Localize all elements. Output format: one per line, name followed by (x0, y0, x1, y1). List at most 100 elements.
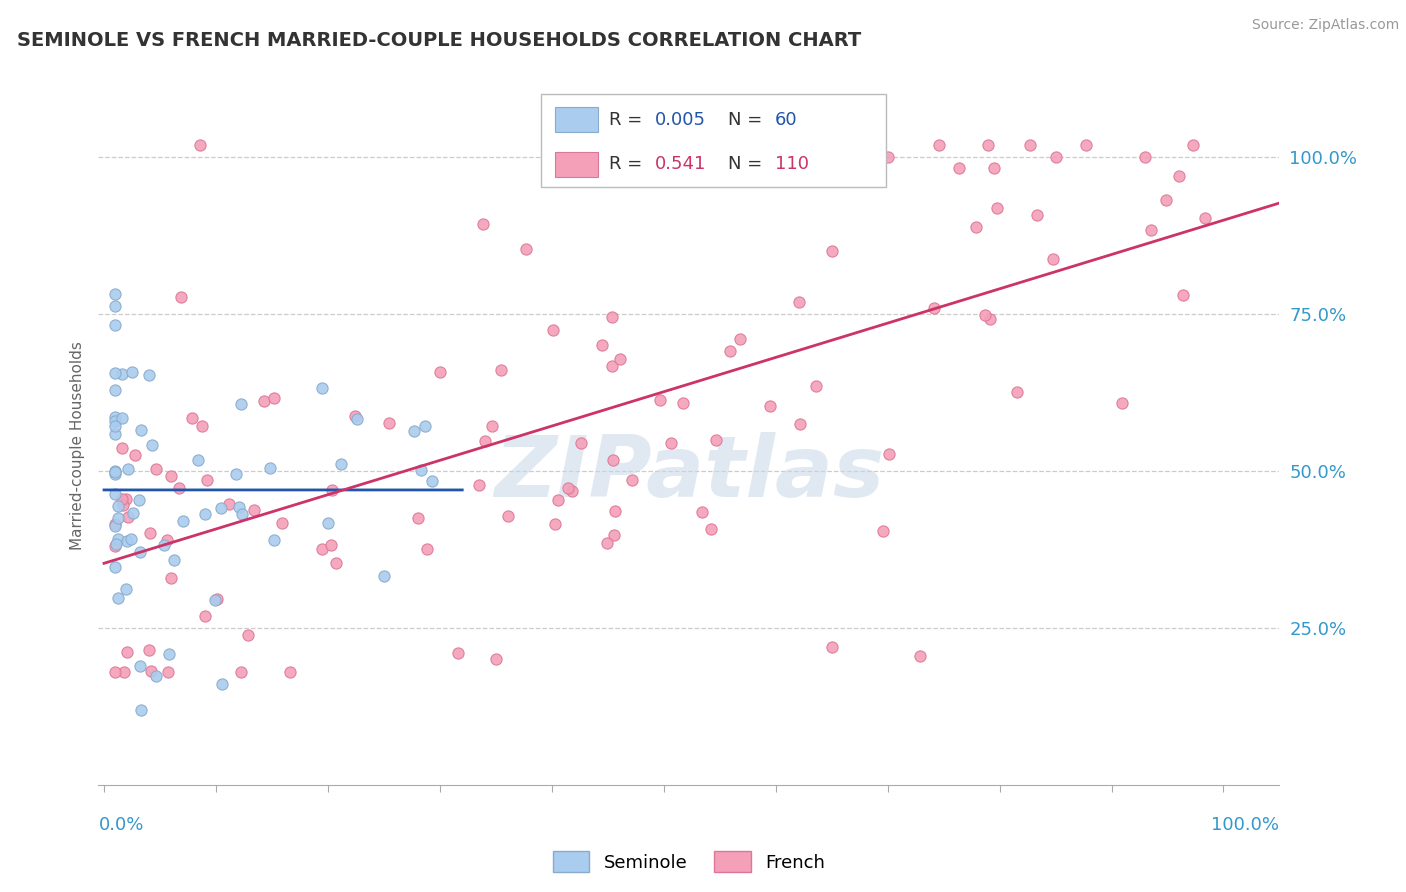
Point (648, 393, 671, 408)
Point (111, 492, 134, 507)
Point (104, 409, 127, 424)
Point (104, 486, 127, 500)
Point (194, 507, 217, 521)
Point (225, 467, 247, 481)
Point (112, 665, 135, 679)
Point (122, 506, 145, 520)
Point (759, 399, 782, 413)
Point (481, 418, 503, 433)
Point (1042, 252, 1064, 266)
Point (121, 366, 143, 380)
Point (974, 309, 997, 323)
Point (115, 534, 138, 549)
Point (928, 137, 950, 152)
Text: R =: R = (609, 155, 648, 173)
Point (602, 452, 624, 467)
Point (117, 510, 139, 524)
Point (104, 366, 127, 380)
Point (107, 511, 129, 525)
Text: 110: 110 (775, 155, 808, 173)
Point (910, 648, 932, 663)
Point (485, 652, 508, 666)
Point (413, 419, 436, 434)
Point (569, 436, 592, 450)
Point (378, 416, 401, 430)
Point (789, 417, 811, 431)
Point (321, 483, 343, 498)
Point (120, 532, 142, 546)
Point (979, 311, 1001, 326)
Point (468, 478, 491, 492)
Point (983, 161, 1005, 175)
Point (104, 537, 127, 551)
Point (115, 645, 138, 659)
Point (115, 582, 138, 597)
Point (700, 522, 723, 536)
Point (692, 506, 714, 520)
Point (104, 665, 127, 679)
Point (596, 536, 619, 550)
Point (153, 538, 176, 552)
Point (704, 433, 727, 447)
Point (107, 500, 129, 514)
Point (218, 497, 240, 511)
Point (821, 640, 844, 654)
Point (986, 201, 1008, 215)
Point (373, 569, 395, 583)
Point (1194, 211, 1216, 226)
Point (614, 171, 637, 186)
Point (402, 424, 425, 438)
Point (561, 483, 583, 498)
Y-axis label: Married-couple Households: Married-couple Households (69, 342, 84, 550)
Point (603, 504, 626, 518)
Point (1156, 193, 1178, 207)
Point (491, 363, 513, 377)
Point (672, 396, 695, 410)
Point (1173, 287, 1195, 301)
Point (195, 473, 218, 487)
Point (160, 468, 183, 483)
Point (104, 559, 127, 574)
Point (1140, 223, 1163, 237)
Point (145, 462, 167, 476)
Point (406, 511, 429, 525)
Point (169, 290, 191, 304)
Text: R =: R = (609, 111, 648, 128)
Point (104, 419, 127, 434)
Point (163, 552, 186, 566)
Point (659, 435, 682, 450)
Point (128, 492, 150, 507)
Point (409, 463, 432, 477)
Point (228, 500, 250, 515)
Point (104, 286, 127, 301)
Point (139, 525, 162, 540)
Point (211, 677, 233, 691)
Point (104, 383, 127, 397)
Point (718, 344, 741, 359)
Point (138, 368, 160, 382)
Point (253, 394, 276, 409)
Point (319, 539, 342, 553)
Point (787, 295, 810, 310)
Text: 60: 60 (775, 111, 797, 128)
Point (129, 423, 152, 437)
Point (1045, 150, 1067, 164)
Point (188, 137, 211, 152)
Point (205, 592, 228, 607)
Point (107, 533, 129, 547)
Text: 0.541: 0.541 (655, 155, 707, 173)
Point (145, 669, 167, 683)
Point (965, 219, 987, 234)
Point (278, 665, 301, 679)
Point (104, 426, 127, 441)
Point (1181, 137, 1204, 152)
Point (730, 332, 752, 346)
Point (259, 460, 281, 475)
Point (429, 365, 451, 379)
Legend: Seminole, French: Seminole, French (544, 842, 834, 881)
Point (111, 498, 134, 512)
Point (104, 539, 127, 553)
Point (496, 509, 519, 524)
Point (620, 473, 643, 487)
Point (160, 571, 183, 585)
